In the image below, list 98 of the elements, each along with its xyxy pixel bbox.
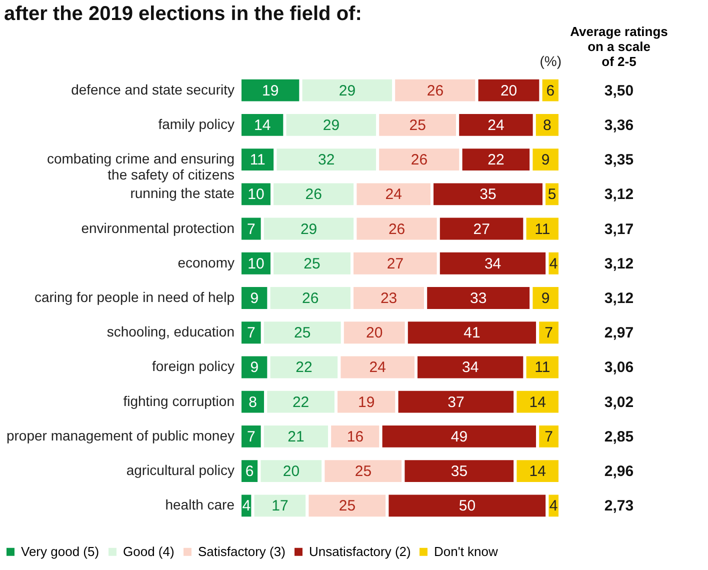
data-label: 9 <box>541 152 550 169</box>
data-label: 22 <box>292 394 310 411</box>
data-label: 25 <box>409 116 426 134</box>
data-label: 26 <box>305 186 322 204</box>
y-tick-label: fighting corruption <box>123 392 234 409</box>
data-label: 27 <box>473 220 490 238</box>
data-label: 14 <box>529 463 546 480</box>
data-label: 19 <box>358 394 375 411</box>
data-label: 4 <box>549 255 558 272</box>
data-label: 34 <box>462 359 479 376</box>
data-label: 29 <box>322 116 340 134</box>
text: (%) <box>540 53 562 69</box>
data-label: 8 <box>543 116 552 134</box>
data-label: 35 <box>480 186 496 204</box>
data-label: 26 <box>388 220 406 238</box>
data-label: 22 <box>488 152 504 169</box>
y-tick-label: economy <box>178 254 234 270</box>
data-label: 19 <box>262 82 279 100</box>
data-label: 9 <box>250 290 259 307</box>
data-label: 10 <box>248 186 264 204</box>
data-label: 34 <box>484 255 502 272</box>
data-label: 29 <box>300 220 318 238</box>
data-label: 6 <box>546 82 555 100</box>
y-tick-label: proper management of public money <box>6 427 234 444</box>
data-label: 25 <box>338 498 356 515</box>
data-label: 50 <box>458 498 476 515</box>
text: 3,02 <box>604 394 634 411</box>
text: 2,85 <box>604 428 634 446</box>
data-label: 20 <box>366 324 383 342</box>
data-label: 6 <box>245 463 254 480</box>
data-label: 7 <box>247 220 256 238</box>
y-tick-label: environmental protection <box>81 220 234 236</box>
text: Average ratings on a scale of 2-5 <box>570 24 668 69</box>
data-label: 29 <box>338 82 356 100</box>
data-label: 16 <box>346 428 364 446</box>
y-tick-label: agricultural policy <box>126 462 234 478</box>
data-label: 4 <box>242 498 251 515</box>
data-label: 11 <box>534 359 550 376</box>
data-label: 23 <box>380 290 398 307</box>
data-label: 4 <box>549 498 558 515</box>
data-label: 22 <box>296 359 312 376</box>
text: 3,06 <box>604 359 634 376</box>
data-label: 21 <box>288 428 304 446</box>
chart-title: after the 2019 elections in the field of: <box>4 3 362 25</box>
text: 2,96 <box>604 463 634 480</box>
y-tick-label: foreign policy <box>152 358 234 374</box>
data-label: 26 <box>302 290 319 307</box>
text: 3,12 <box>604 186 634 204</box>
data-label: 9 <box>250 359 259 376</box>
y-tick-label: running the state <box>130 185 235 202</box>
text: 3,17 <box>604 220 634 238</box>
data-label: 32 <box>318 152 335 169</box>
text: 2,97 <box>604 324 634 342</box>
data-label: 24 <box>369 359 386 376</box>
legend-label: Very good (5) <box>21 544 100 559</box>
data-label: 7 <box>544 428 553 446</box>
data-label: 7 <box>247 428 256 446</box>
y-tick-label: defence and state security <box>71 81 234 98</box>
data-label: 14 <box>254 116 271 134</box>
text: 3,12 <box>604 290 634 307</box>
legend-label: Good (4) <box>123 544 174 559</box>
data-label: 5 <box>548 186 556 204</box>
y-tick-label: caring for people in need of help <box>34 289 235 305</box>
data-label: 24 <box>488 116 504 134</box>
data-label: 20 <box>282 463 300 480</box>
data-label: 9 <box>541 290 550 307</box>
legend-label: Don't know <box>434 544 499 559</box>
text: 3,35 <box>604 152 634 169</box>
data-label: 27 <box>386 255 404 272</box>
data-label: 24 <box>385 186 402 204</box>
data-label: 14 <box>529 394 546 411</box>
data-label: 26 <box>426 82 444 100</box>
legend-label: Satisfactory (3) <box>198 544 286 559</box>
data-label: 20 <box>500 82 518 100</box>
data-label: 25 <box>304 255 320 272</box>
data-label: 11 <box>250 152 266 169</box>
legend-label: Unsatisfactory (2) <box>309 544 411 559</box>
text: 3,12 <box>604 255 634 272</box>
text: 3,36 <box>604 116 634 134</box>
y-tick-label: schooling, education <box>106 324 234 340</box>
text: 2,73 <box>604 498 634 515</box>
data-label: 49 <box>450 428 468 446</box>
data-label: 41 <box>464 324 480 342</box>
text: 3,50 <box>604 82 634 100</box>
data-label: 8 <box>248 394 257 411</box>
data-label: 7 <box>544 324 553 342</box>
data-label: 10 <box>248 255 264 272</box>
data-label: 26 <box>410 152 428 169</box>
data-label: 35 <box>450 463 468 480</box>
data-label: 37 <box>448 394 464 411</box>
data-label: 7 <box>247 324 256 342</box>
data-label: 25 <box>354 463 372 480</box>
data-label: 11 <box>534 220 550 238</box>
data-label: 17 <box>272 498 288 515</box>
y-tick-label: family policy <box>158 116 234 132</box>
y-tick-label: health care <box>165 496 235 513</box>
data-label: 25 <box>294 324 311 342</box>
data-label: 33 <box>470 290 487 307</box>
